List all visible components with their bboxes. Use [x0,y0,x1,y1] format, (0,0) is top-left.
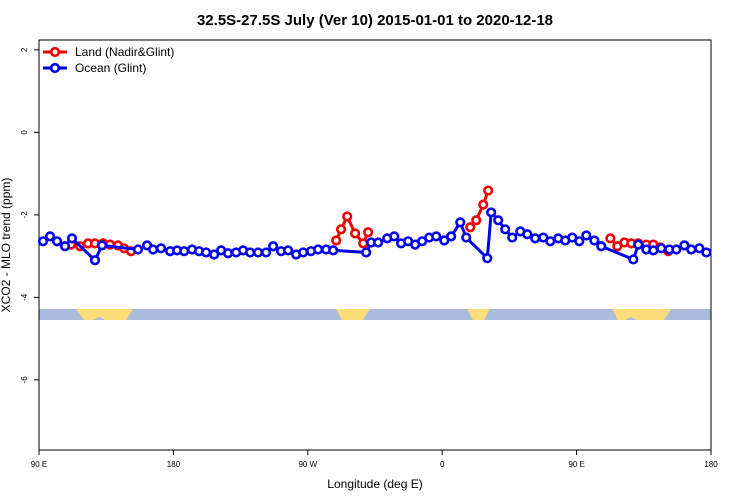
legend-swatch [49,46,61,58]
land-band [612,309,671,320]
land-band [467,309,490,320]
y-tick-label: -4 [20,293,29,301]
point [431,231,442,242]
point [358,238,369,249]
point [482,253,493,264]
point [342,211,353,222]
legend-label: Land (Nadir&Glint) [75,45,174,59]
point [471,215,482,226]
point [679,240,690,251]
point [701,247,712,258]
point [179,246,190,257]
point [373,237,384,248]
chart-title: 32.5S-27.5S July (Ver 10) 2015-01-01 to … [197,12,553,29]
point [605,233,616,244]
point [282,245,294,256]
y-tick-label: -2 [20,211,29,219]
point [596,241,607,252]
point [500,224,511,235]
point [389,231,400,242]
point [261,247,272,258]
x-tick-label: 90 W [298,460,317,469]
point [209,249,220,260]
y-axis-label: XCO2 - MLO trend (ppm) [0,178,13,313]
point [363,227,374,238]
point [331,235,342,246]
point [222,248,234,259]
land-band [76,309,133,320]
point [483,185,494,196]
point [96,240,108,251]
point [530,233,541,244]
x-axis-label: Longitude (deg E) [327,477,422,491]
point [298,247,309,258]
point [132,244,144,255]
point [574,236,585,247]
x-tick-label: 90 E [568,460,584,469]
point [89,255,101,266]
ocean-band [39,309,711,320]
y-tick-label: 2 [20,47,29,52]
x-tick-label: 180 [704,460,718,469]
point [656,243,667,254]
x-tick-label: 0 [440,460,445,469]
legend-label: Ocean (Glint) [75,61,146,75]
legend-swatch [49,62,61,74]
x-tick-label: 90 E [31,460,47,469]
point [201,247,212,258]
point [59,241,71,252]
point [268,241,279,252]
point [465,222,476,233]
land-band [336,309,370,320]
point [486,207,497,218]
point [455,217,466,228]
y-tick-label: 0 [20,130,29,135]
point [522,229,533,240]
point [581,230,592,241]
y-tick-label: -6 [20,376,29,384]
x-tick-label: 180 [167,460,181,469]
point [336,224,347,235]
point [648,245,659,256]
point [361,247,372,258]
point [628,254,639,265]
point [461,232,472,243]
point [350,228,361,239]
point [633,239,644,250]
point [44,231,56,242]
point [51,236,63,247]
point [155,243,167,254]
point [446,231,457,242]
point [478,199,489,210]
point [313,244,324,255]
point [245,247,256,258]
point [694,243,705,254]
point [545,236,556,247]
plot-frame [38,39,712,451]
point [252,247,264,258]
surface-mask [39,309,711,320]
point [439,235,450,246]
point [493,215,504,226]
point [671,244,682,255]
point [507,232,518,243]
point [147,244,159,255]
point [66,233,78,244]
point [589,235,600,246]
point [328,245,339,256]
point [686,244,697,255]
point [37,236,49,247]
